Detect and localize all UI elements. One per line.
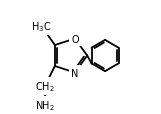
Text: N: N xyxy=(71,68,79,78)
Text: CH$_2$: CH$_2$ xyxy=(35,80,55,93)
Text: O: O xyxy=(71,34,79,44)
Text: H$_3$C: H$_3$C xyxy=(31,20,52,34)
Text: NH$_2$: NH$_2$ xyxy=(35,98,55,112)
